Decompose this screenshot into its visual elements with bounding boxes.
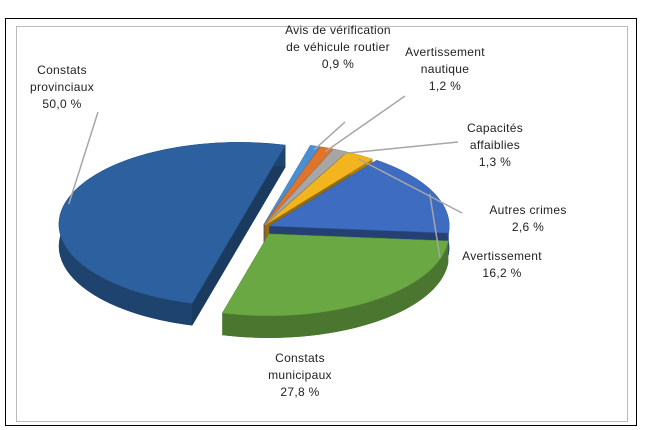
value-label: 27,8 % xyxy=(280,385,320,399)
chart-area xyxy=(16,26,628,422)
value-label: 50,0 % xyxy=(42,97,82,111)
category-label: Avis de vérification de véhicule routier xyxy=(285,23,391,54)
category-label: Avertissement xyxy=(462,249,542,263)
slice xyxy=(263,146,334,225)
slice-side xyxy=(192,224,239,326)
leader-line xyxy=(429,193,441,259)
leader-line xyxy=(338,141,459,155)
category-label: Avertissement nautique xyxy=(405,45,485,76)
category-label: Autres crimes xyxy=(489,203,567,217)
slice-label: Capacités affaiblies 1,3 % xyxy=(450,120,540,171)
leader-line xyxy=(325,95,406,153)
slice-label: Avertissement 16,2 % xyxy=(447,248,557,282)
slice xyxy=(264,148,348,225)
slice-label: Avis de vérification de véhicule routier… xyxy=(283,22,393,73)
value-label: 1,3 % xyxy=(478,155,512,169)
category-label: Constats provinciaux xyxy=(30,63,94,94)
slice-wall xyxy=(222,240,449,338)
leader-line xyxy=(68,111,99,205)
value-label: 2,6 % xyxy=(511,220,545,234)
slice-side xyxy=(238,145,286,247)
category-label: Constats municipaux xyxy=(268,351,332,382)
slice xyxy=(268,159,450,234)
slice xyxy=(58,142,286,304)
slice-label: Constats municipaux 27,8 % xyxy=(245,350,355,401)
slice-label: Autres crimes 2,6 % xyxy=(478,202,578,236)
category-label: Capacités affaiblies xyxy=(466,121,524,152)
leader-line xyxy=(357,158,463,214)
slice xyxy=(263,145,321,225)
value-label: 0,9 % xyxy=(321,57,355,71)
leader-line xyxy=(313,121,346,151)
frame xyxy=(5,18,637,426)
slice-label: Avertissement nautique 1,2 % xyxy=(385,44,505,95)
slice xyxy=(221,233,449,317)
value-label: 1,2 % xyxy=(428,79,462,93)
value-label: 16,2 % xyxy=(482,266,522,280)
slice-label: Constats provinciaux 50,0 % xyxy=(7,62,117,113)
slice xyxy=(265,151,374,226)
